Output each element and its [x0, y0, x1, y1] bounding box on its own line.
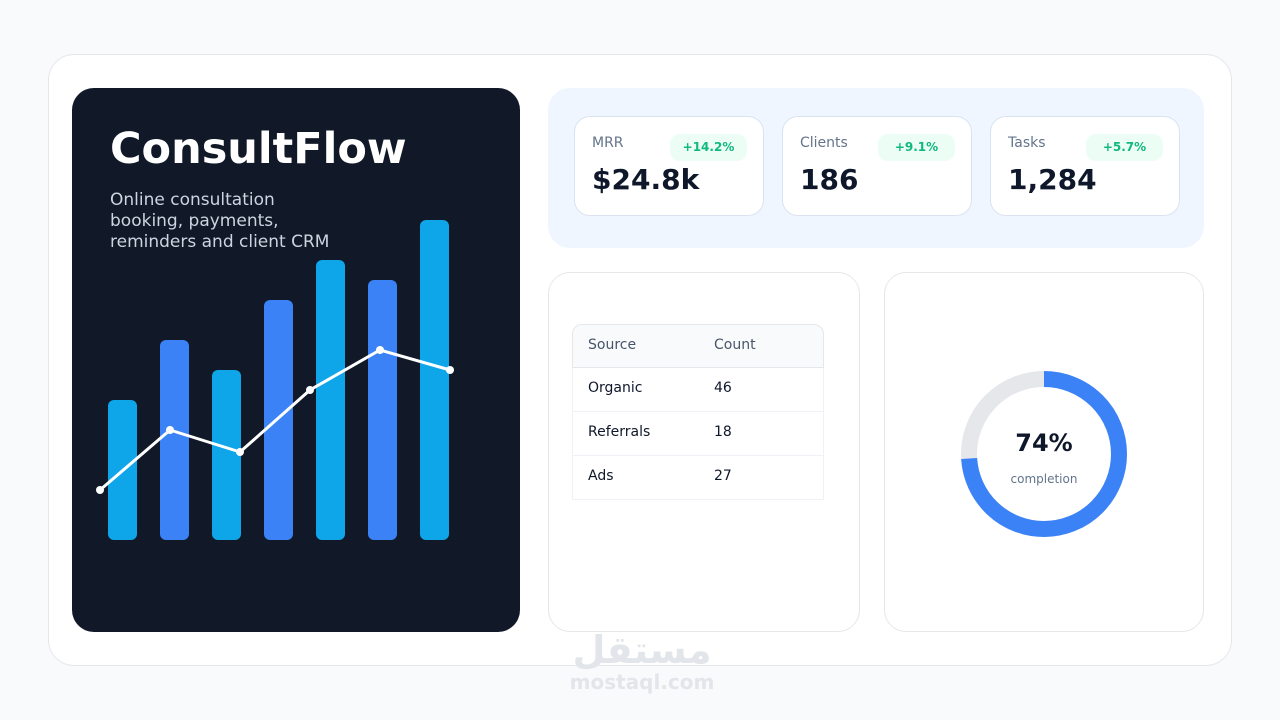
cell: 46 — [714, 380, 732, 396]
subtitle-line: booking, payments, — [110, 211, 279, 231]
kpi-label: Clients — [800, 135, 848, 151]
table-row: Ads 27 — [572, 456, 824, 500]
watermark: مستقل mostaql.com — [562, 630, 722, 694]
bar — [212, 370, 241, 540]
point — [166, 426, 174, 434]
cell: 18 — [714, 424, 732, 440]
kpi-delta: +9.1% — [878, 134, 955, 161]
brand-title: ConsultFlow — [110, 124, 407, 174]
donut-value: 74% — [1015, 429, 1072, 457]
watermark-logo: مستقل — [572, 628, 712, 672]
bar — [420, 220, 449, 540]
point — [446, 366, 454, 374]
point — [236, 448, 244, 456]
point — [96, 486, 104, 494]
kpi-delta: +5.7% — [1086, 134, 1163, 161]
table-row: Referrals 18 — [572, 412, 824, 456]
point — [306, 386, 314, 394]
donut-caption: completion — [1011, 472, 1078, 486]
bar — [316, 260, 345, 540]
decorative-chart — [96, 220, 454, 540]
subtitle-line: Online consultation — [110, 190, 275, 210]
cell: Organic — [588, 380, 643, 396]
kpi-label: MRR — [592, 135, 624, 151]
table-row: Organic 46 — [572, 368, 824, 412]
trend-line — [99, 348, 451, 492]
hero-panel: ConsultFlow Online consultation booking,… — [72, 88, 520, 632]
table-header: Source Count — [572, 324, 824, 368]
kpi-label: Tasks — [1008, 135, 1046, 151]
donut-chart: 74% completion — [961, 371, 1127, 537]
header-cell: Count — [714, 337, 756, 353]
brand-subtitle: Online consultation booking, payments, r… — [110, 190, 329, 253]
kpi-value: 186 — [800, 163, 859, 196]
bar — [264, 300, 293, 540]
kpi-value: $24.8k — [592, 163, 700, 196]
kpi-card: MRR +14.2% $24.8k — [574, 116, 764, 216]
bar — [368, 280, 397, 540]
kpi-delta: +14.2% — [670, 134, 747, 161]
subtitle-line: reminders and client CRM — [110, 232, 330, 252]
cell: Referrals — [588, 424, 651, 440]
bar — [160, 340, 189, 540]
header-cell: Source — [588, 337, 637, 353]
trend-points — [96, 346, 454, 494]
kpi-card: Clients +9.1% 186 — [782, 116, 972, 216]
cell: Ads — [588, 468, 614, 484]
point — [376, 346, 384, 354]
donut-card — [884, 272, 1204, 632]
kpi-card: Tasks +5.7% 1,284 — [990, 116, 1180, 216]
source-table: Source Count Organic 46 Referrals 18 Ads… — [572, 324, 824, 500]
watermark-site: mostaql.com — [569, 670, 715, 694]
bars — [108, 220, 449, 540]
kpi-value: 1,284 — [1008, 163, 1097, 196]
donut-arc — [961, 371, 1127, 537]
cell: 27 — [714, 468, 732, 484]
